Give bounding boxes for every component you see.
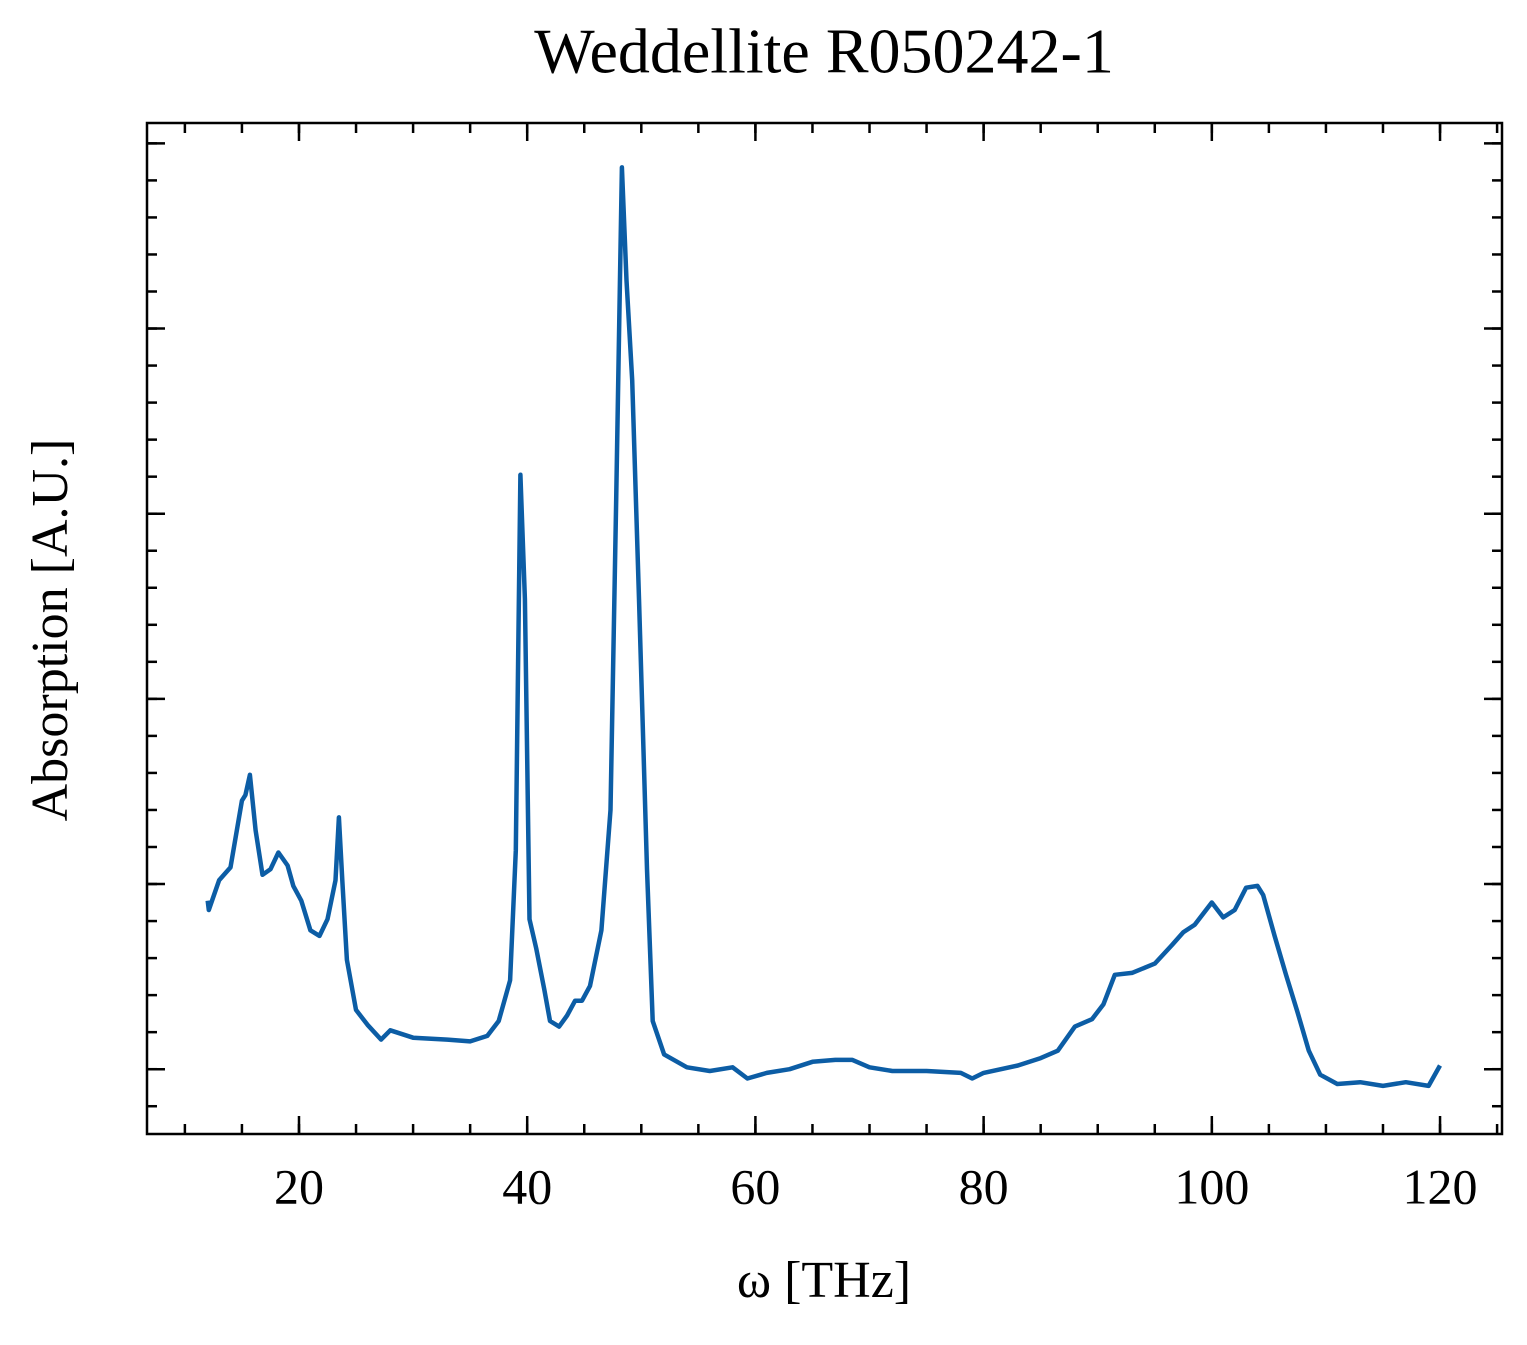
x-tick-label: 100 <box>1174 1158 1249 1214</box>
plot-frame <box>145 121 1504 1136</box>
data-line <box>205 165 1442 1089</box>
chart-title: Weddellite R050242-1 <box>534 16 1114 87</box>
y-axis-label: Absorption [A.U.] <box>22 439 79 822</box>
x-tick-label: 80 <box>959 1158 1009 1214</box>
x-tick-label: 20 <box>274 1158 324 1214</box>
x-tick-label: 120 <box>1403 1158 1478 1214</box>
x-axis-label: ω [THz] <box>737 1252 911 1309</box>
x-tick-label: 40 <box>502 1158 552 1214</box>
x-tick-label: 60 <box>730 1158 780 1214</box>
